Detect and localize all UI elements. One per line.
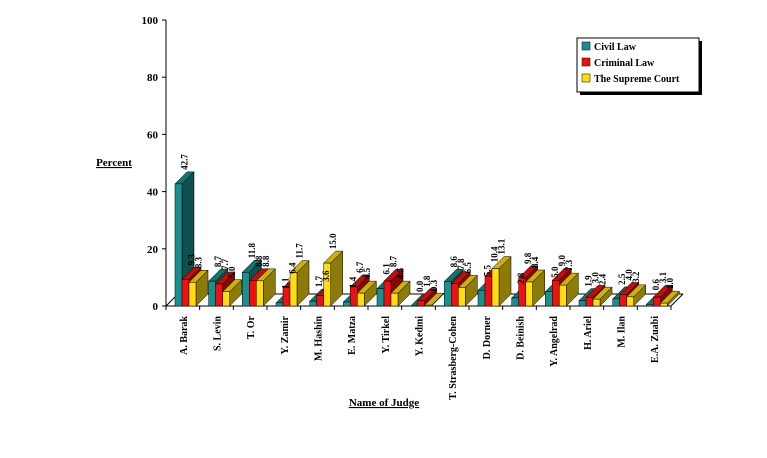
bar [390,280,411,307]
data-label: 7.3 [564,259,574,271]
data-label: 8.6 [449,256,459,268]
data-label: 0.0 [415,280,425,292]
data-label: 6.1 [382,263,392,275]
x-axis-title: Name of Judge [349,397,419,409]
legend: Civil Law Criminal Law The Supreme Court [576,37,702,95]
bar [491,255,512,307]
data-label: 0.3 [429,279,439,291]
data-label: 8.8 [254,255,264,267]
category-label: E.A. Zuabi [650,316,661,363]
data-label: 9.0 [557,255,567,267]
data-label: 0.6 [651,279,661,291]
data-label: 3.0 [591,272,601,284]
category-label: M. Ilan [617,316,628,348]
data-label: 1.1 [281,277,291,289]
y-axis-title: Percent [96,157,132,169]
data-label: 1.4 [348,276,358,288]
legend-swatch [581,57,591,67]
data-label: 4.5 [396,267,406,279]
legend-label: The Supreme Court [594,74,680,85]
data-label: 5.0 [227,266,237,278]
bar [188,269,209,307]
legend-swatch [581,73,591,83]
data-label: 3.2 [631,271,641,283]
data-label: 8.7 [389,255,399,267]
data-label: 8.7 [213,255,223,267]
bar [255,268,276,307]
data-label: 7.8 [456,258,466,270]
category-label: D. Dorner [482,315,493,359]
y-tick-label: 0 [153,301,159,313]
data-label: 3.6 [321,270,331,282]
data-label: 8.3 [194,257,204,269]
floor-right-edge [670,293,684,307]
bar [289,259,310,307]
data-label: 2.4 [598,273,608,285]
bar [323,250,344,307]
data-label: 1.8 [422,275,432,287]
bars [174,171,680,307]
data-label: 2.5 [617,273,627,285]
bar [626,284,647,307]
data-label: 5.5 [483,265,493,277]
bar [222,279,243,307]
data-label: 11.7 [295,243,305,259]
data-label: 9.3 [187,254,197,266]
category-label: Y. Kedmi [415,316,426,356]
legend-swatch [581,41,591,51]
category-label: T. Or [246,315,257,339]
category-label: Y. Angelrad [549,316,560,367]
category-label: S. Levin [213,316,224,351]
bar [424,292,445,307]
category-label: Y. Tirkel [381,316,392,354]
bar [417,288,438,307]
legend-label: Criminal Law [594,58,655,69]
y-tick-label: 40 [147,187,159,199]
category-label: M. Hashin [314,316,325,361]
bar [525,269,546,307]
data-label: 10.4 [490,246,500,262]
data-label: 11.8 [247,242,257,258]
y-tick-label: 60 [147,129,159,141]
data-label: 13.1 [497,238,507,254]
data-label: 1.0 [665,277,675,289]
category-label: D. Beinish [516,316,527,360]
data-label: 7.7 [220,258,230,270]
data-label: 6.5 [463,262,473,274]
bar [356,280,377,307]
y-tick-label: 100 [142,15,159,27]
data-label: 9.8 [523,252,533,264]
data-label: 42.7 [180,154,190,170]
data-label: 5.0 [550,266,560,278]
category-label: H. Ariel [583,316,594,350]
data-label: 3.1 [658,271,668,283]
bar [592,286,613,307]
data-label: 4.5 [362,267,372,279]
category-label: T. Strasberg-Cohen [448,316,459,400]
value-labels: 42.79.38.3 8.77.75.011.88.88.81.16.411.71… [180,154,675,292]
data-label: 4.0 [624,269,634,281]
data-label: 2.8 [516,272,526,284]
data-label: 1.9 [584,275,594,287]
legend-box [576,37,700,93]
data-label: 8.8 [261,255,271,267]
category-label: Y. Zamir [280,315,291,354]
data-label: 1.7 [314,275,324,287]
bar [659,290,680,307]
category-label: A. Barak [179,316,190,355]
bar [558,272,579,307]
y-tick-label: 20 [147,244,159,256]
data-label: 15.0 [328,233,338,249]
data-label: 8.4 [530,256,540,268]
legend-label: Civil Law [594,42,637,53]
bar [457,274,478,307]
data-label: 6.4 [288,262,298,274]
y-tick-label: 80 [147,72,159,84]
data-label: 6.7 [355,261,365,273]
category-labels: A. Barak S. Levin T. Or Y. Zamir M. Hashin E.… [179,315,661,399]
category-label: E. Matza [347,316,358,355]
